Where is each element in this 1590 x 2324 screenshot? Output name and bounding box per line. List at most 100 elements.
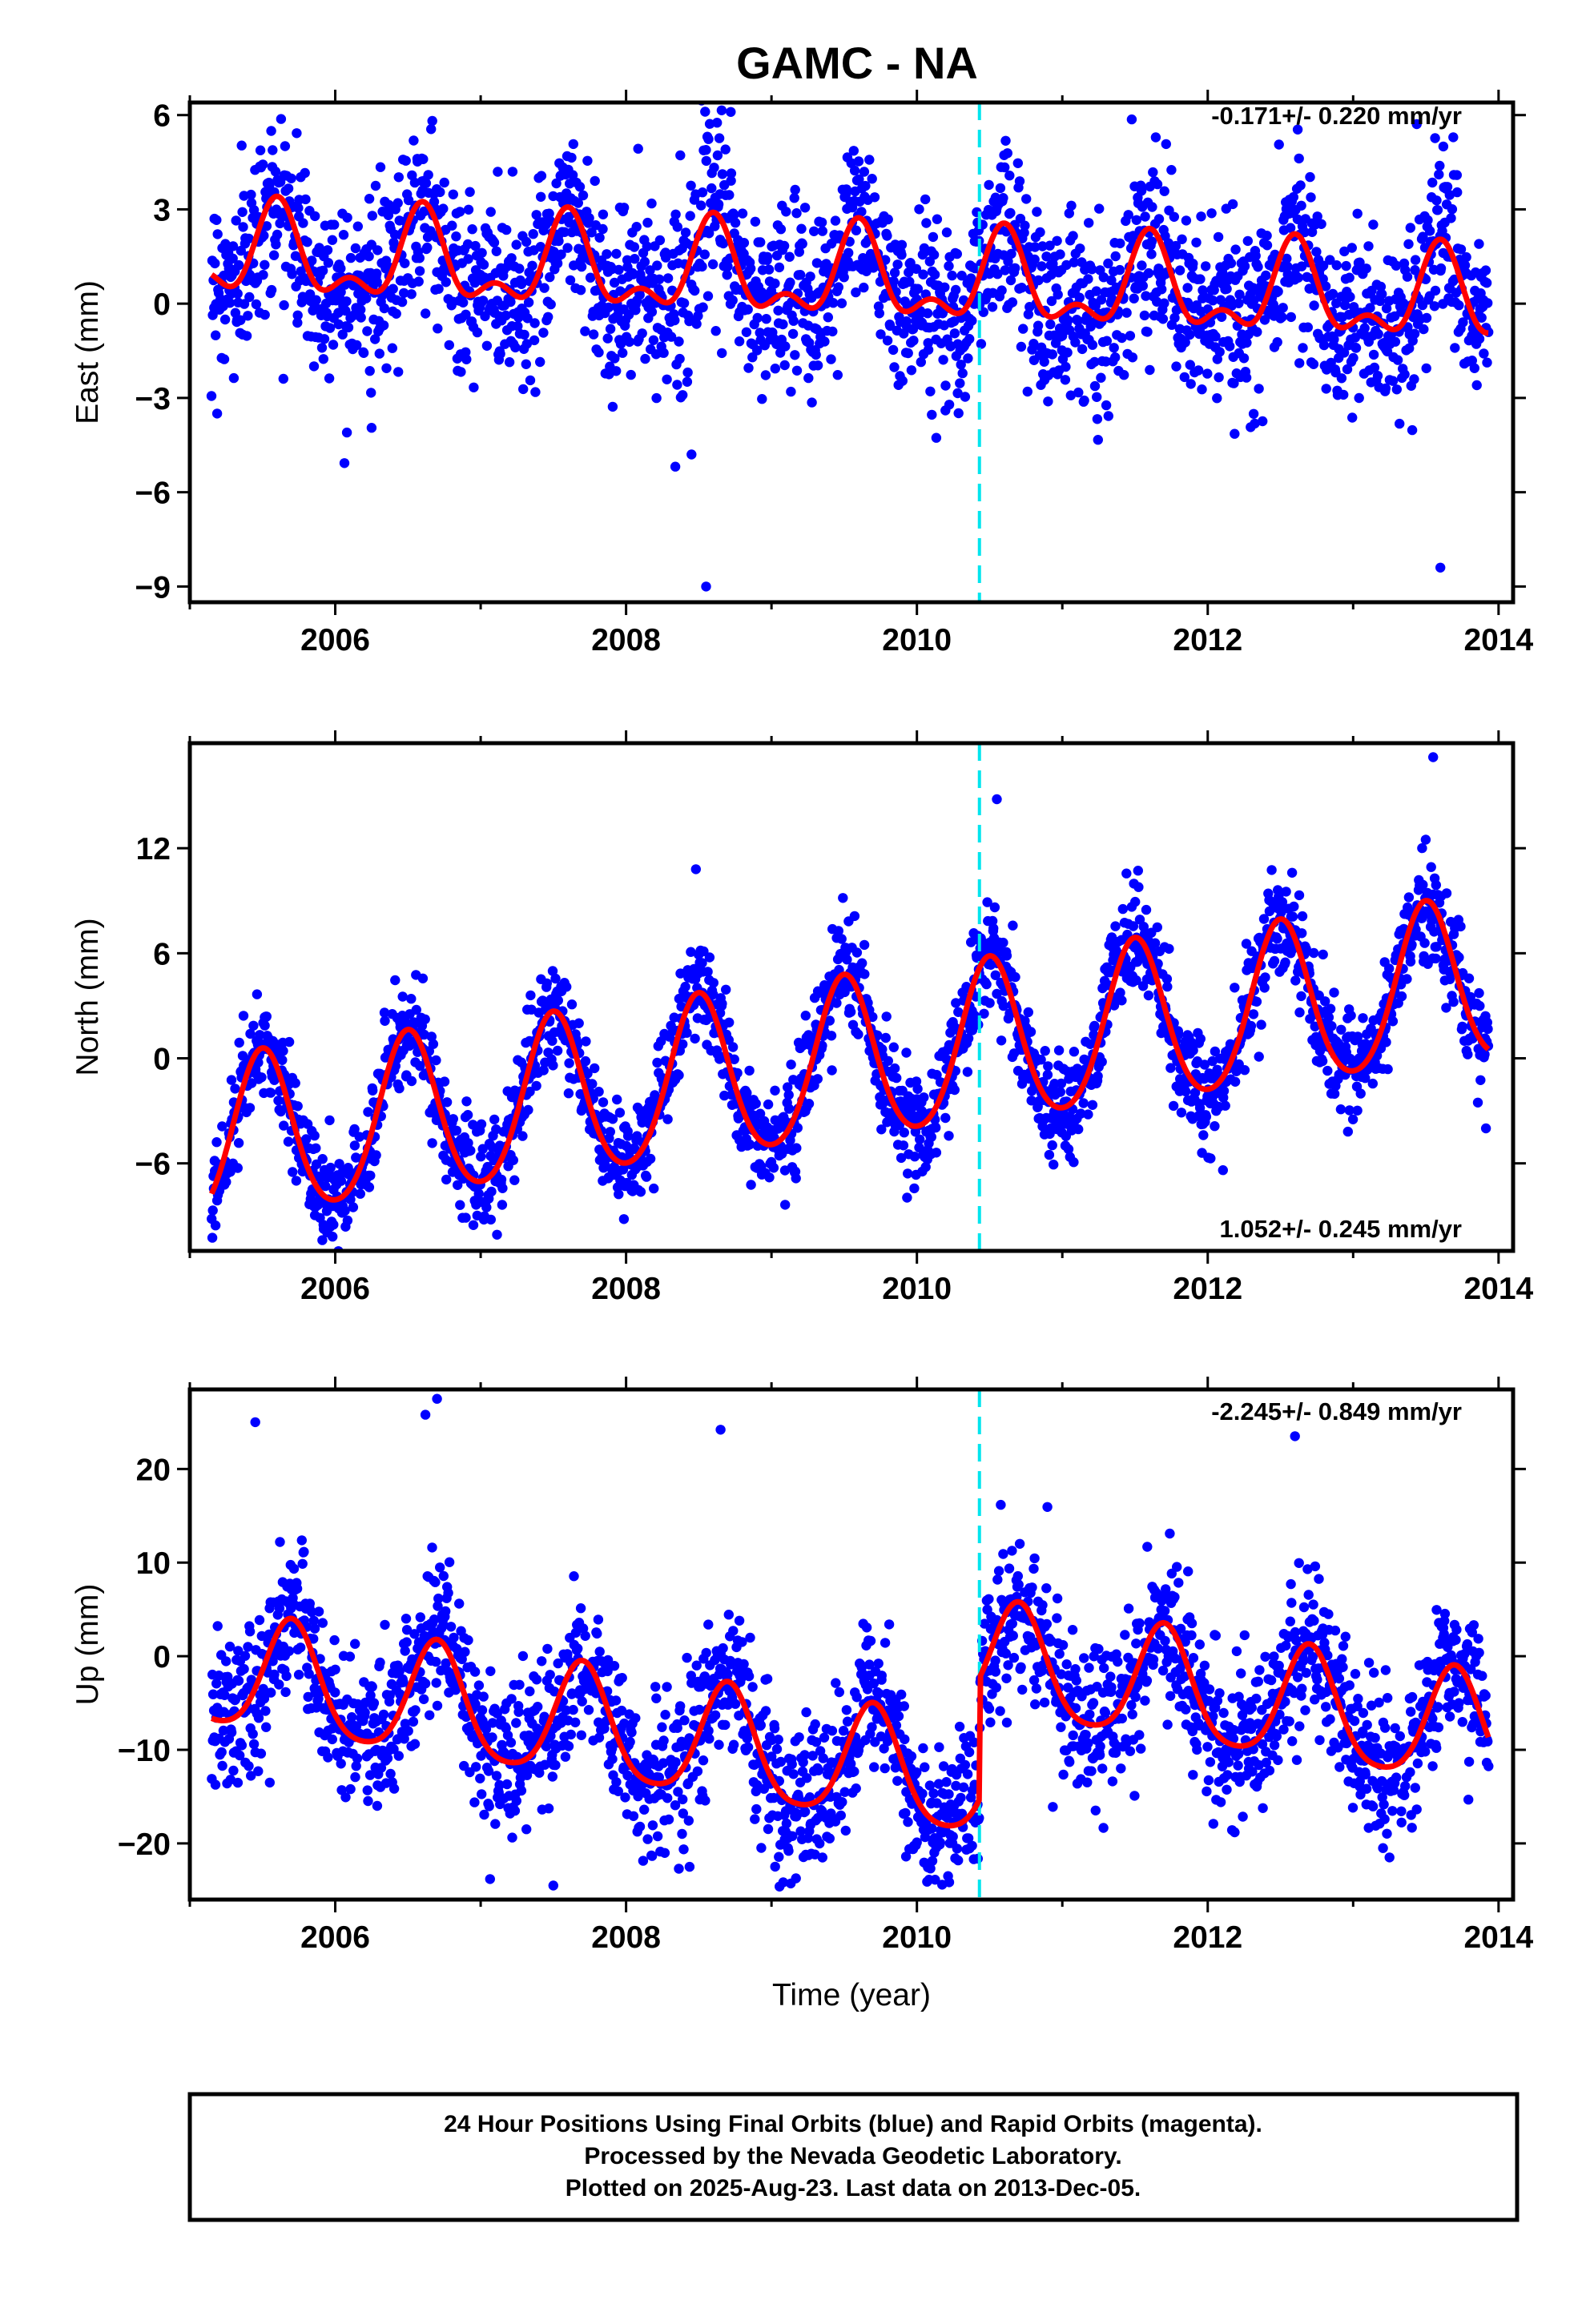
data-point [304, 1598, 315, 1609]
data-point [380, 1015, 390, 1027]
data-point [269, 1075, 280, 1085]
data-point [1210, 1121, 1220, 1132]
data-point [228, 1765, 239, 1776]
data-point [476, 1152, 486, 1162]
data-point [594, 347, 604, 358]
data-point [1327, 288, 1338, 300]
data-point [1159, 186, 1169, 196]
data-point [582, 155, 593, 166]
data-point [699, 249, 710, 259]
data-point [1421, 363, 1431, 374]
data-point [1164, 943, 1174, 955]
data-point [248, 1020, 259, 1031]
data-point [1019, 227, 1029, 238]
data-point [963, 353, 973, 364]
data-point [988, 923, 999, 934]
data-point [1033, 275, 1044, 286]
data-point [1278, 303, 1288, 313]
data-point [833, 282, 844, 292]
x-tick-label: 2008 [591, 623, 661, 657]
data-point [1016, 283, 1027, 293]
data-point [1077, 344, 1088, 355]
data-point [796, 223, 807, 234]
data-point [538, 328, 549, 338]
data-point [345, 252, 356, 263]
data-point [1139, 310, 1150, 321]
data-point [1409, 328, 1420, 339]
data-point [1403, 239, 1414, 249]
data-point [697, 187, 708, 198]
data-point [1206, 1153, 1216, 1164]
data-point [349, 1140, 360, 1151]
data-point [956, 271, 967, 281]
data-point [611, 248, 622, 259]
data-point [221, 1656, 231, 1667]
data-point [703, 134, 714, 144]
data-point [447, 220, 457, 231]
data-point [734, 336, 745, 347]
data-point [1195, 1034, 1206, 1044]
data-point [888, 344, 899, 356]
data-point [1427, 177, 1438, 188]
data-point [489, 237, 500, 248]
data-point [1096, 295, 1107, 305]
data-point [265, 1088, 276, 1098]
data-point [568, 139, 578, 150]
data-point [1363, 241, 1374, 251]
data-point [1347, 412, 1358, 423]
data-point [240, 1651, 251, 1661]
data-point [232, 1163, 243, 1173]
data-point [1141, 291, 1151, 301]
data-point [1222, 283, 1232, 294]
data-point [207, 1232, 218, 1243]
data-point [287, 269, 297, 279]
data-point [358, 348, 369, 358]
data-point [755, 328, 765, 338]
data-point [1010, 971, 1020, 983]
data-point [211, 1137, 222, 1148]
data-point [1405, 223, 1416, 233]
data-point [761, 314, 771, 324]
data-point [1107, 294, 1117, 304]
data-point [1321, 384, 1331, 394]
data-point [618, 348, 628, 358]
data-point [236, 1740, 248, 1751]
model-fit-line [210, 193, 1490, 336]
data-point [328, 1220, 339, 1230]
data-point [227, 253, 238, 263]
data-point [803, 372, 814, 384]
data-point [631, 222, 642, 232]
data-point [1212, 1064, 1222, 1076]
data-point [1302, 322, 1314, 332]
data-point [598, 209, 609, 219]
rate-label: -0.171+/- 0.220 mm/yr [1211, 102, 1462, 130]
data-point [775, 224, 787, 235]
data-point [1256, 1019, 1266, 1030]
data-point [763, 264, 775, 275]
data-point [892, 259, 903, 270]
data-point [1254, 1051, 1264, 1062]
data-point [610, 353, 620, 364]
data-point [519, 329, 529, 340]
data-point [279, 300, 289, 311]
data-point [1463, 1049, 1473, 1059]
data-point [1483, 298, 1493, 308]
data-point [330, 1687, 340, 1698]
data-point [1344, 272, 1355, 283]
data-point [926, 1132, 937, 1143]
data-point [674, 336, 684, 347]
data-point [1475, 1000, 1485, 1011]
data-point [1252, 327, 1262, 337]
data-point [584, 213, 594, 223]
data-point [630, 1144, 640, 1155]
data-point [1339, 300, 1350, 311]
data-point [1049, 1160, 1059, 1170]
data-point [465, 1145, 476, 1156]
data-point [791, 208, 802, 219]
data-point [916, 356, 927, 368]
data-point [789, 193, 799, 203]
data-point [1079, 395, 1089, 406]
data-point [461, 1212, 471, 1223]
data-point [258, 159, 268, 170]
data-point [467, 224, 477, 235]
